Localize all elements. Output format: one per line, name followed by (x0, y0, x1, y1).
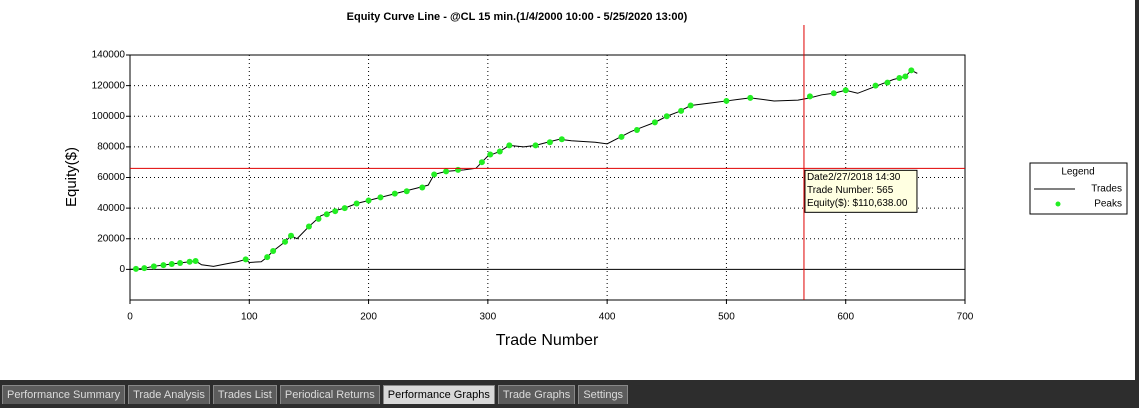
peak-point (431, 171, 438, 178)
y-axis-label: Equity($) (63, 147, 80, 207)
peak-point (872, 82, 879, 89)
peak-point (478, 159, 485, 166)
x-tick-label: 400 (599, 312, 616, 323)
tab[interactable]: Periodical Returns (279, 385, 380, 404)
peak-point (687, 102, 694, 109)
tab[interactable]: Trade Graphs (497, 385, 576, 404)
peak-point (168, 261, 175, 268)
peak-point (558, 136, 565, 143)
peak-point (242, 256, 249, 263)
x-tick-label: 200 (360, 312, 377, 323)
x-tick-label: 300 (480, 312, 497, 323)
peak-point (264, 254, 271, 261)
peak-point (332, 208, 339, 215)
legend-title: Legend (1061, 167, 1094, 178)
y-tick-label: 120000 (92, 80, 126, 91)
x-tick-label: 0 (127, 312, 133, 323)
peak-point (747, 94, 754, 101)
tooltip-line: Date2/27/2018 14:30 (807, 172, 901, 183)
peak-point (496, 148, 503, 155)
peak-point (546, 139, 553, 146)
peak-point (391, 190, 398, 197)
peak-point (633, 127, 640, 134)
y-tick-label: 60000 (97, 172, 125, 183)
peak-point (419, 184, 426, 191)
peak-point (132, 265, 139, 272)
peak-point (723, 97, 730, 104)
peak-point (506, 142, 513, 149)
y-tick-label: 100000 (92, 111, 126, 122)
peak-point (365, 197, 372, 204)
peak-point (651, 119, 658, 126)
y-tick-label: 40000 (97, 203, 125, 214)
peak-point (377, 194, 384, 201)
y-tick-label: 80000 (97, 142, 125, 153)
tab[interactable]: Performance Graphs (382, 385, 495, 404)
tab[interactable]: Performance Summary (2, 385, 126, 404)
peak-point (192, 257, 199, 264)
x-axis-label: Trade Number (496, 332, 599, 349)
legend-swatch (1055, 201, 1061, 207)
peak-point (315, 215, 322, 222)
peak-point (141, 265, 148, 272)
y-tick-label: 0 (119, 264, 125, 275)
peak-point (806, 93, 813, 100)
peak-point (618, 133, 625, 140)
peak-point (150, 263, 157, 270)
peak-point (487, 151, 494, 158)
window-edge (1135, 0, 1139, 380)
peak-point (353, 200, 360, 207)
peak-point (663, 113, 670, 120)
tab-bar: Performance Summary Trade Analysis Trades … (0, 380, 1139, 408)
chart: Equity Curve Line - @CL 15 min.(1/4/2000… (63, 11, 1128, 349)
peak-point (532, 142, 539, 149)
peak-point (341, 205, 348, 212)
tooltip-line: Equity($): $110,638.00 (807, 198, 908, 209)
legend-label: Peaks (1094, 199, 1122, 210)
x-tick-label: 500 (718, 312, 735, 323)
peak-point (842, 87, 849, 94)
peak-point (830, 90, 837, 97)
tab[interactable]: Trade Analysis (128, 385, 210, 404)
peak-point (270, 248, 277, 254)
tab[interactable]: Settings (578, 385, 629, 404)
y-tick-label: 20000 (97, 233, 125, 244)
peak-point (288, 232, 295, 239)
tooltip-box (804, 169, 918, 213)
peak-point (908, 67, 915, 74)
x-tick-label: 700 (957, 312, 974, 323)
peak-point (186, 258, 193, 265)
peak-point (403, 188, 410, 195)
peak-point (305, 223, 312, 230)
peak-point (160, 262, 167, 269)
x-tick-label: 600 (837, 312, 854, 323)
peak-point (902, 73, 909, 80)
peak-point (678, 107, 685, 114)
peak-point (884, 79, 891, 86)
peak-point (282, 238, 289, 245)
chart-title: Equity Curve Line - @CL 15 min.(1/4/2000… (347, 11, 688, 23)
peak-point (443, 168, 450, 175)
x-tick-label: 100 (241, 312, 258, 323)
peak-point (455, 166, 462, 173)
tooltip-line: Trade Number: 565 (807, 185, 894, 196)
y-tick-label: 140000 (92, 50, 126, 61)
peak-point (323, 211, 330, 218)
tab[interactable]: Trades List (212, 385, 277, 404)
legend-label: Trades (1091, 184, 1122, 195)
peak-point (896, 74, 903, 81)
peak-point (177, 259, 184, 266)
